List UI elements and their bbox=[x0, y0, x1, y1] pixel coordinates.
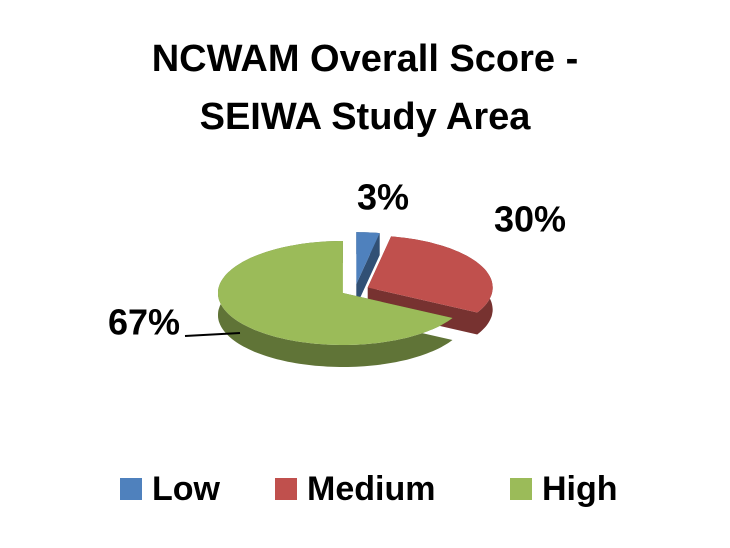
chart-title: NCWAM Overall Score - SEIWA Study Area bbox=[151, 38, 579, 138]
slice bbox=[356, 232, 380, 285]
slice bbox=[367, 236, 493, 313]
leader-line bbox=[184, 332, 241, 337]
legend-swatch bbox=[120, 478, 142, 500]
legend-label: Medium bbox=[307, 470, 435, 508]
legend-swatch bbox=[275, 478, 297, 500]
slice bbox=[218, 241, 453, 345]
legend-label: High bbox=[542, 470, 618, 508]
legend-label: Low bbox=[152, 470, 221, 508]
data-label: 67% bbox=[108, 302, 180, 343]
legend-swatch bbox=[510, 478, 532, 500]
data-label: 3% bbox=[357, 177, 409, 218]
data-label: 30% bbox=[494, 199, 566, 240]
